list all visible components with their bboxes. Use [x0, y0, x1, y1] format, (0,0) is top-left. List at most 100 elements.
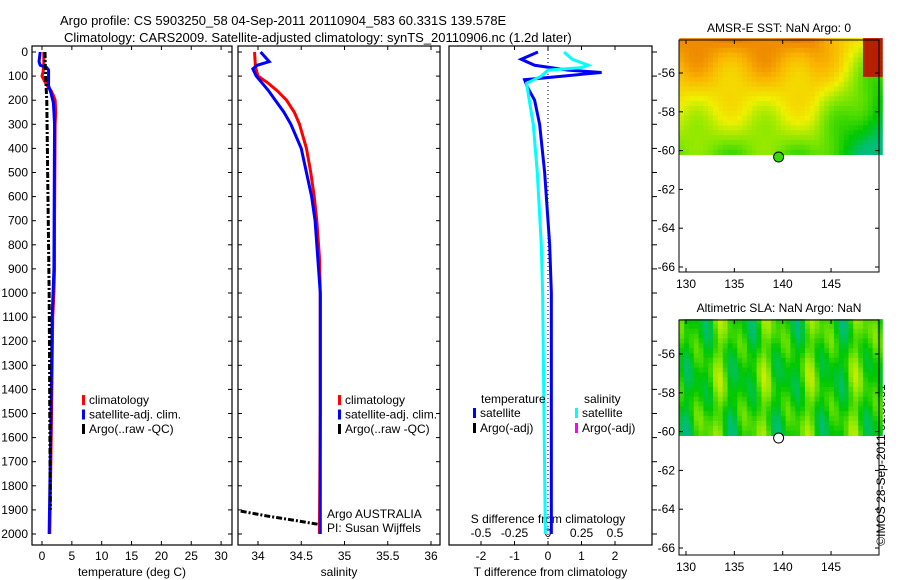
map-cell	[756, 47, 762, 54]
map-cell	[790, 328, 796, 335]
map-cell	[761, 353, 767, 359]
map-cell	[804, 362, 811, 369]
map-cell	[761, 42, 767, 49]
map-cell	[790, 338, 796, 344]
map-cell	[785, 149, 791, 155]
map-cell	[829, 357, 835, 364]
map-cell	[790, 353, 796, 359]
map-cell	[800, 319, 806, 325]
map-cell	[838, 139, 845, 146]
map-cell	[814, 391, 820, 398]
map-cell	[771, 101, 777, 107]
map-cell	[703, 401, 709, 407]
map-cell	[679, 430, 685, 436]
map-y-tick-label: -66	[658, 541, 676, 555]
map-cell	[751, 372, 758, 378]
map-cell	[722, 81, 729, 88]
map-cell	[708, 411, 714, 417]
map-cell	[862, 144, 869, 151]
depth-tick-label: 300	[8, 117, 28, 131]
map-cell	[848, 420, 854, 427]
map-cell	[867, 338, 874, 344]
map-cell	[838, 386, 845, 393]
map-cell	[679, 52, 685, 58]
map-cell	[737, 406, 743, 412]
map-cell	[804, 125, 811, 131]
x-tick-label: 15	[125, 549, 139, 563]
map-cell	[688, 86, 695, 92]
map-cell	[829, 386, 835, 393]
map-cell	[771, 391, 777, 398]
map-cell	[877, 333, 883, 339]
map-cell	[732, 382, 738, 388]
sla-map	[679, 319, 883, 436]
map-cell	[872, 323, 878, 330]
map-cell	[775, 110, 782, 117]
map-cell	[775, 38, 782, 44]
map-cell	[795, 72, 801, 78]
map-cell	[804, 57, 811, 63]
map-cell	[717, 57, 724, 63]
map-cell	[809, 362, 816, 369]
map-cell	[722, 353, 729, 359]
map-cell	[703, 96, 709, 102]
legend-item-swatch	[82, 409, 85, 420]
map-cell	[746, 76, 753, 83]
map-cell	[838, 149, 845, 155]
map-cell	[766, 319, 772, 325]
map-cell	[684, 42, 690, 49]
map-cell	[766, 76, 772, 83]
map-cell	[809, 372, 816, 378]
map-cell	[843, 323, 849, 330]
map-cell	[833, 328, 840, 335]
map-cell	[795, 110, 801, 117]
map-cell	[761, 115, 767, 122]
map-cell	[785, 430, 791, 436]
map-cell	[833, 396, 840, 403]
map-cell	[833, 110, 840, 117]
map-cell	[785, 328, 791, 335]
map-cell	[693, 130, 700, 136]
map-cell	[858, 115, 864, 122]
map-cell	[742, 406, 748, 412]
x-tick-label: 25	[185, 549, 199, 563]
map-cell	[833, 47, 840, 54]
map-cell	[727, 372, 733, 378]
map-cell	[737, 96, 743, 102]
legend-item: Argo(-adj)	[480, 421, 533, 435]
map-cell	[833, 42, 840, 49]
map-cell	[688, 42, 695, 49]
map-cell	[780, 343, 787, 349]
map-cell	[867, 372, 874, 378]
map-cell	[722, 125, 729, 131]
map-cell	[867, 38, 874, 44]
map-cell	[698, 81, 704, 88]
map-cell	[858, 425, 864, 432]
legend-item-swatch	[82, 424, 85, 434]
map-cell	[684, 406, 690, 412]
map-cell	[872, 430, 878, 436]
x-tick-label: 1	[578, 549, 585, 563]
map-cell	[780, 367, 787, 373]
map-cell	[761, 120, 767, 126]
map-cell	[838, 348, 845, 354]
map-cell	[708, 42, 714, 49]
map-cell	[838, 328, 845, 335]
map-cell	[877, 377, 883, 383]
map-cell	[746, 47, 753, 54]
map-cell	[693, 425, 700, 432]
map-cell	[819, 135, 825, 141]
map-cell	[853, 62, 859, 68]
map-cell	[756, 333, 762, 339]
map-cell	[742, 144, 748, 151]
map-cell	[746, 406, 753, 412]
map-cell	[737, 420, 743, 427]
x-tick-label: 30	[214, 549, 228, 563]
map-cell	[688, 328, 695, 335]
map-cell	[713, 372, 719, 378]
map-cell	[732, 391, 738, 398]
map-cell	[814, 72, 820, 78]
map-cell	[737, 386, 743, 393]
map-cell	[722, 372, 729, 378]
depth-tick-label: 100	[8, 69, 28, 83]
